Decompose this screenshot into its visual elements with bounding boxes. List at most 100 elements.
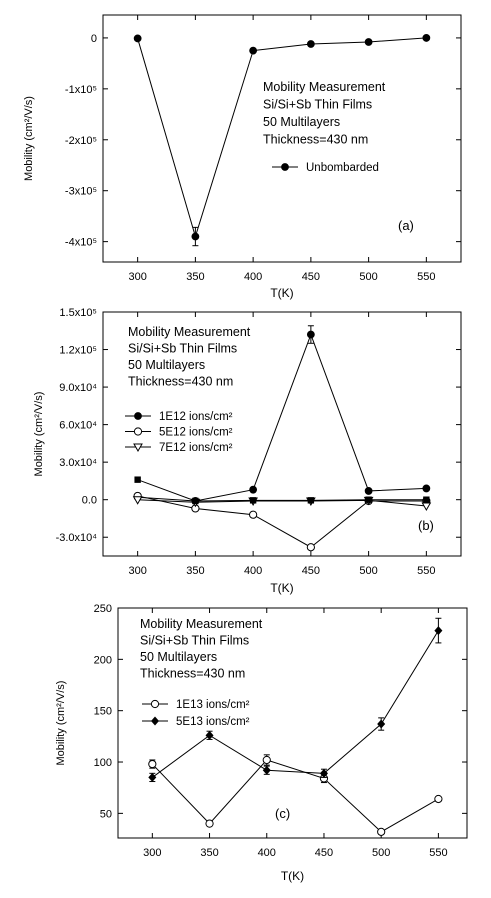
data-point: [307, 497, 315, 504]
legend-label: 5E13 ions/cm²: [176, 716, 250, 728]
legend-entry: 7E12 ions/cm²: [125, 442, 233, 454]
panel-label: (a): [398, 218, 414, 233]
legend-entry: 5E12 ions/cm²: [125, 427, 233, 439]
data-point: [249, 510, 258, 519]
y-tick-label: -3.0x10⁴: [56, 532, 98, 544]
data-point: [306, 40, 315, 48]
x-tick-label: 550: [417, 271, 435, 283]
data-point: [205, 730, 214, 740]
x-tick-label: 350: [186, 565, 204, 577]
annotation-line: 50 Multilayers: [140, 650, 217, 664]
y-tick-label: 200: [94, 654, 112, 666]
annotation-line: 50 Multilayers: [263, 115, 340, 129]
series-line: [137, 499, 427, 507]
chart-panel-a: 300 350 400 450 500 550 0 -1x10⁵ -2x10⁵ -3x10⁵ -4x…: [23, 14, 462, 300]
x-tick-label: 400: [258, 847, 276, 859]
x-tick-label: 300: [128, 565, 146, 577]
y-tick-label: 1.2x10⁵: [59, 345, 97, 357]
legend-marker: [133, 427, 143, 436]
series-4: [134, 476, 430, 505]
y-tick-label: 3.0x10⁴: [59, 457, 97, 469]
y-tick-label: 9.0x10⁴: [59, 382, 97, 394]
annotation-line: Si/Si+Sb Thin Films: [128, 342, 237, 356]
data-point: [364, 487, 373, 495]
series-1: [133, 34, 431, 247]
y-axis-label: Mobility (cm²/V/s): [33, 392, 45, 477]
x-tick-label: 350: [186, 271, 204, 283]
y-tick-label: 0: [91, 33, 97, 45]
data-point: [132, 496, 143, 505]
annotation-line: Mobility Measurement: [128, 325, 251, 339]
x-tick-label: 550: [429, 847, 447, 859]
legend-label: Unbombarded: [306, 162, 379, 174]
data-point: [434, 794, 443, 804]
legend-marker: [281, 163, 289, 171]
panel-label: (c): [275, 806, 290, 821]
data-point: [191, 232, 200, 241]
panel-label: (b): [418, 518, 434, 533]
data-point: [249, 46, 258, 55]
legend-label: 7E12 ions/cm²: [159, 442, 233, 454]
plot-frame: [102, 311, 462, 557]
legend-marker: [133, 443, 143, 453]
data-point: [422, 484, 431, 493]
legend-label: 5E12 ions/cm²: [159, 427, 233, 439]
y-tick-label: 0.0: [82, 495, 97, 507]
series-line: [152, 630, 439, 778]
x-tick-label: 450: [302, 271, 320, 283]
data-point: [192, 497, 199, 505]
annotation-line: 50 Multilayers: [128, 358, 205, 372]
data-point: [319, 768, 328, 778]
data-point: [205, 819, 214, 828]
annotation-line: Mobility Measurement: [140, 617, 263, 631]
legend-entry: 1E13 ions/cm²: [142, 699, 250, 711]
data-point: [148, 772, 157, 782]
y-tick-label: -2x10⁵: [65, 135, 97, 147]
x-tick-label: 350: [200, 847, 218, 859]
y-tick-label: 100: [94, 757, 112, 769]
x-tick-label: 500: [359, 271, 377, 283]
data-point: [422, 34, 431, 42]
x-tick-label: 300: [143, 847, 161, 859]
series-line: [137, 37, 427, 239]
series-line: [137, 495, 427, 548]
x-tick-label: 450: [302, 565, 320, 577]
legend-marker: [134, 412, 142, 420]
annotation-line: Si/Si+Sb Thin Films: [140, 634, 249, 648]
x-tick-label: 450: [315, 847, 333, 859]
x-tick-label: 400: [244, 271, 262, 283]
y-tick-label: 150: [94, 706, 112, 718]
data-point: [133, 34, 142, 43]
chart-panel-c: 300 350 400 450 500 550 250 200 150 100 50 T(K) Mobi…: [55, 603, 468, 883]
y-tick-label: 1.5x10⁵: [59, 307, 97, 319]
data-point: [377, 827, 386, 836]
plot-frame: [117, 607, 468, 839]
series-line: [137, 333, 427, 502]
series-1: [148, 754, 443, 836]
legend-label: 1E13 ions/cm²: [176, 699, 250, 711]
data-point: [421, 502, 432, 511]
y-axis-label: Mobility (cm²/V/s): [23, 96, 35, 181]
x-axis-label: T(K): [281, 869, 304, 883]
data-point: [365, 496, 372, 503]
annotation-line: Thickness=430 nm: [140, 667, 245, 681]
x-axis-label: T(K): [270, 286, 293, 300]
series-line: [151, 759, 439, 833]
y-tick-label: -3x10⁵: [65, 186, 97, 198]
data-point: [134, 476, 141, 483]
x-tick-label: 500: [359, 565, 377, 577]
y-tick-label: -1x10⁵: [65, 84, 97, 96]
annotation-line: Mobility Measurement: [263, 80, 386, 94]
series-2: [148, 617, 443, 783]
data-point: [364, 38, 373, 46]
legend-label: 1E12 ions/cm²: [159, 411, 233, 423]
x-tick-label: 300: [128, 271, 146, 283]
data-point: [148, 759, 157, 769]
legend-entry: Unbombarded: [272, 162, 379, 174]
annotation-line: Si/Si+Sb Thin Films: [263, 98, 372, 112]
data-point: [423, 496, 430, 503]
x-tick-label: 400: [244, 565, 262, 577]
plot-frame: [102, 14, 462, 263]
data-point: [306, 543, 315, 552]
